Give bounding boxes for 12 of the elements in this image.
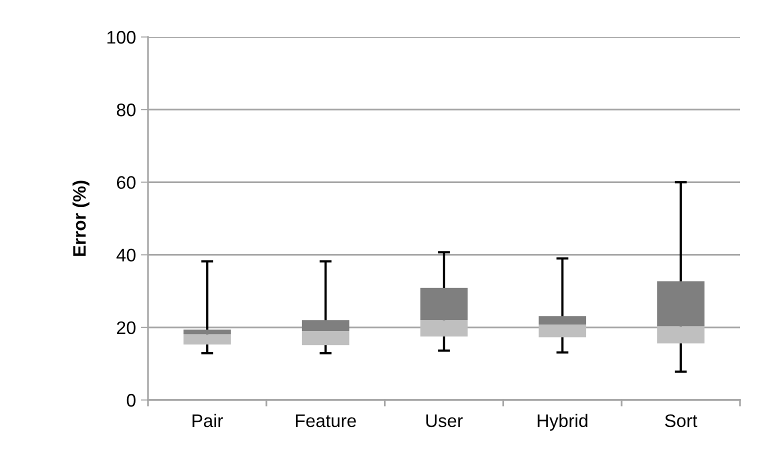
x-tick-label: User: [426, 414, 463, 428]
y-tick-label: 80: [116, 104, 136, 116]
x-tick-label: Sort: [665, 414, 698, 428]
y-tick-label: 20: [117, 321, 136, 334]
y-tick-label: 0: [126, 394, 136, 407]
y-tick-label: 60: [117, 176, 136, 189]
x-tick-label: Hybrid: [538, 414, 588, 431]
y-tick-label: 40: [116, 248, 136, 262]
x-tick-label: Feature: [296, 414, 356, 428]
y-tick-label: 100: [107, 30, 136, 44]
y-axis-title: Error (%): [72, 180, 90, 256]
x-tick-label: Pair: [192, 414, 223, 428]
